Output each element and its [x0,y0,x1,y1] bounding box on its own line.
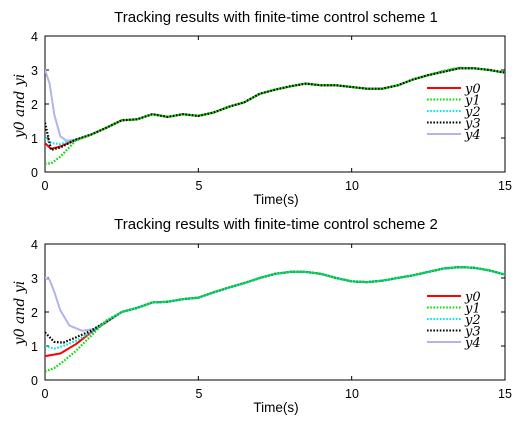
chart-title-2: Tracking results with finite-time contro… [114,216,438,233]
legend-label-y3: y3 [464,325,481,340]
x-tick-label: 10 [345,179,359,193]
legend-label-y1: y1 [464,94,481,109]
series-line-y0 [45,67,505,150]
x-tick-label: 5 [196,179,203,193]
series-line-y4 [45,266,505,332]
plot-area-1 [44,35,506,173]
legend-label-y1: y1 [464,302,481,317]
legend-label-y4: y4 [464,336,481,351]
series-line-y1 [45,266,505,373]
y-tick-label: 3 [31,272,38,286]
axes-box [44,35,506,173]
y-tick-label: 2 [31,98,38,112]
series-group [45,66,505,165]
x-axis-label-2: Time(s) [253,400,298,415]
legend-label-y3: y3 [464,117,481,132]
y-tick-label: 3 [31,64,38,78]
y-tick-label: 0 [31,374,38,388]
axis-ticks-2: 0 1 2 3 4 0 5 10 15 [31,238,512,401]
series-line-y2 [45,266,505,350]
x-tick-label: 0 [42,387,49,401]
series-line-y3 [45,67,505,151]
chart-panel-2: Tracking results with finite-time contro… [12,216,512,415]
x-tick-label: 0 [42,179,49,193]
y-tick-label: 1 [31,340,38,354]
legend-label-y0: y0 [464,290,481,305]
axis-ticks-1: 0 1 2 3 4 0 5 10 15 [31,30,512,193]
y-tick-label: 0 [31,166,38,180]
x-tick-label: 15 [498,179,512,193]
x-tick-label: 5 [196,387,203,401]
y-tick-label: 4 [31,238,38,252]
y-axis-label-1: y0 and yi [12,74,28,139]
y-tick-label: 2 [31,306,38,320]
legend-label-y2: y2 [464,105,481,120]
series-line-y3 [45,266,505,344]
chart-panel-1: Tracking results with finite-time contro… [12,9,512,207]
y-tick-label: 4 [31,30,38,44]
axes-box [44,243,506,381]
x-tick-label: 10 [345,387,359,401]
series-line-y2 [45,67,505,146]
legend-label-y0: y0 [464,82,481,97]
plot-area-2 [44,243,506,381]
chart-title-1: Tracking results with finite-time contro… [114,9,438,26]
legend-label-y2: y2 [464,313,481,328]
series-line-y4 [45,67,505,142]
x-axis-label-1: Time(s) [253,192,298,207]
x-tick-label: 15 [498,387,512,401]
y-tick-label: 1 [31,132,38,146]
legend-label-y4: y4 [464,128,481,143]
series-group [45,266,505,373]
series-line-y1 [45,66,505,165]
y-axis-label-2: y0 and yi [12,281,28,346]
